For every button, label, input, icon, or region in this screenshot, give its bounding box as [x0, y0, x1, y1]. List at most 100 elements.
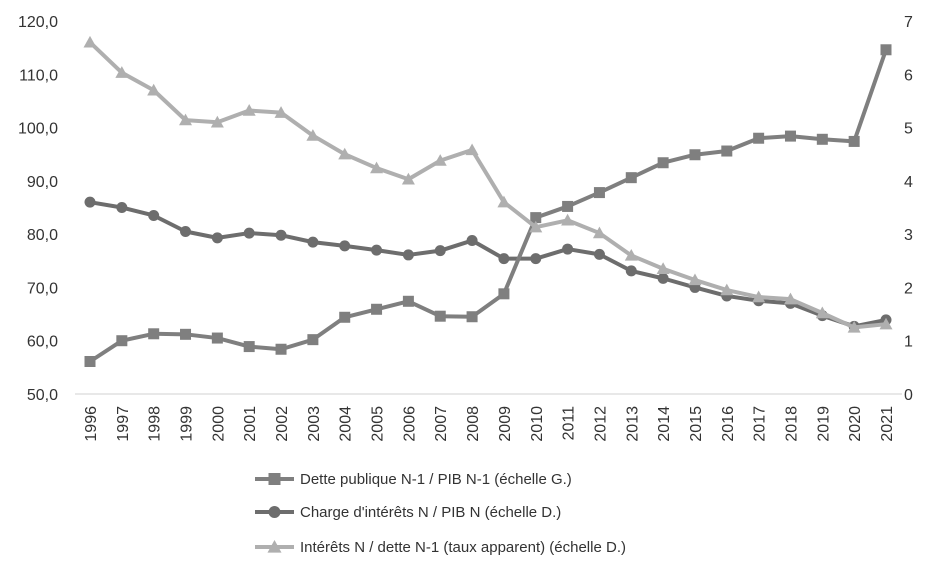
data-point-square: [84, 355, 96, 367]
data-point-triangle: [720, 283, 734, 296]
data-point-triangle: [306, 129, 320, 141]
data-point-circle: [243, 227, 255, 239]
data-point-triangle: [847, 320, 861, 333]
data-point-circle: [562, 243, 574, 255]
data-point-square: [721, 145, 733, 157]
series-layer: [83, 35, 893, 367]
x-axis-tick-label: 2010: [529, 406, 546, 442]
x-axis-tick-label: 2020: [847, 406, 864, 442]
data-point-square: [625, 172, 637, 184]
data-point-circle: [625, 265, 637, 277]
data-point-triangle: [783, 292, 797, 305]
x-axis-tick-label: 2013: [624, 406, 641, 442]
left-axis-tick-label: 50,0: [27, 387, 58, 404]
data-point-square: [848, 135, 860, 147]
data-point-square: [275, 343, 287, 355]
data-point-square: [402, 295, 414, 307]
data-point-square: [593, 187, 605, 199]
series-triangle: [83, 35, 893, 333]
data-point-square: [880, 44, 892, 56]
left-axis-tick-label: 90,0: [27, 174, 58, 191]
x-axis-tick-label: 2006: [401, 406, 418, 442]
data-point-square: [753, 132, 765, 144]
series-line: [88, 40, 887, 330]
data-point-triangle: [370, 161, 384, 174]
right-axis-tick-label: 5: [904, 121, 913, 138]
right-axis-tick-label: 3: [904, 227, 913, 244]
x-axis-tick-label: 2015: [688, 406, 705, 442]
data-point-triangle: [815, 306, 829, 319]
data-point-square: [243, 341, 255, 353]
data-point-square: [530, 212, 542, 224]
data-point-square: [148, 328, 160, 340]
data-point-circle: [211, 232, 223, 244]
legend-label: Dette publique N-1 / PIB N-1 (échelle G.…: [300, 471, 572, 488]
left-axis-tick-label: 80,0: [27, 227, 58, 244]
data-point-triangle: [83, 35, 97, 48]
x-axis-tick-label: 1996: [83, 406, 100, 442]
right-axis-tick-label: 6: [904, 67, 913, 84]
data-point-triangle: [179, 113, 193, 126]
data-point-circle: [275, 229, 287, 241]
data-point-circle: [466, 235, 478, 247]
data-point-triangle: [210, 115, 224, 128]
right-axis-tick-label: 2: [904, 280, 913, 297]
left-axis-tick-label: 100,0: [18, 121, 58, 138]
data-point-circle: [402, 249, 414, 261]
data-point-triangle: [147, 83, 161, 96]
data-point-triangle: [752, 290, 766, 303]
data-point-square: [211, 332, 223, 344]
data-point-square: [116, 335, 128, 347]
x-axis-tick-label: 2016: [720, 406, 737, 442]
data-point-square: [180, 328, 192, 340]
data-point-circle: [116, 202, 128, 213]
right-axis-tick-label: 0: [904, 387, 913, 404]
data-point-triangle: [338, 147, 352, 160]
data-point-triangle: [267, 540, 282, 553]
x-axis-tick-label: 2001: [242, 406, 259, 442]
data-point-square: [784, 130, 796, 142]
legend-label: Charge d'intérêts N / PIB N (échelle D.): [300, 504, 561, 521]
x-axis-tick-label: 2007: [433, 406, 450, 442]
x-axis-tick-label: 2002: [274, 406, 291, 442]
data-point-square: [371, 303, 383, 315]
right-axis-tick-label: 1: [904, 334, 913, 351]
data-point-square: [657, 157, 669, 169]
data-point-triangle: [433, 154, 447, 166]
data-point-square: [434, 310, 446, 322]
data-point-square: [307, 334, 319, 346]
x-axis-tick-label: 2000: [210, 406, 227, 442]
left-axis-tick-label: 60,0: [27, 334, 58, 351]
data-point-square: [466, 311, 478, 323]
x-axis-tick-label: 1997: [115, 406, 132, 442]
data-point-square: [339, 311, 351, 323]
left-axis-tick-label: 70,0: [27, 280, 58, 297]
data-point-triangle: [656, 262, 670, 274]
x-axis-tick-label: 2009: [497, 406, 514, 442]
legend-label: Intérêts N / dette N-1 (taux apparent) (…: [300, 539, 626, 556]
x-axis-ticks: 1996 1997 1998 1999 2000 2001 2002 2003 2004 2005…: [83, 406, 896, 442]
x-axis-tick-label: 2018: [783, 406, 800, 442]
legend-item: Dette publique N-1 / PIB N-1 (échelle G.…: [255, 471, 572, 488]
data-point-triangle: [242, 104, 256, 116]
data-point-circle: [268, 506, 281, 518]
data-point-circle: [434, 245, 446, 257]
data-point-circle: [657, 272, 669, 284]
data-point-circle: [84, 196, 96, 208]
series-square: [84, 44, 892, 367]
data-point-triangle: [401, 172, 415, 185]
left-axis-ticks: 50,0 60,0 70,0 80,0 90,0 100,0 110,0 120,0: [18, 14, 58, 404]
x-axis-tick-label: 2005: [370, 406, 387, 442]
data-point-triangle: [561, 213, 575, 226]
data-point-circle: [180, 225, 192, 237]
data-point-square: [498, 288, 510, 300]
legend-item: Intérêts N / dette N-1 (taux apparent) (…: [255, 539, 626, 556]
x-axis-tick-label: 2019: [815, 406, 832, 442]
x-axis-tick-label: 2003: [306, 406, 323, 442]
left-axis-tick-label: 110,0: [19, 67, 58, 84]
right-axis-tick-label: 4: [904, 174, 913, 191]
data-point-triangle: [274, 106, 288, 118]
right-axis-ticks: 0 1 2 3 4 5 6 7: [904, 14, 913, 404]
data-point-circle: [371, 244, 383, 256]
